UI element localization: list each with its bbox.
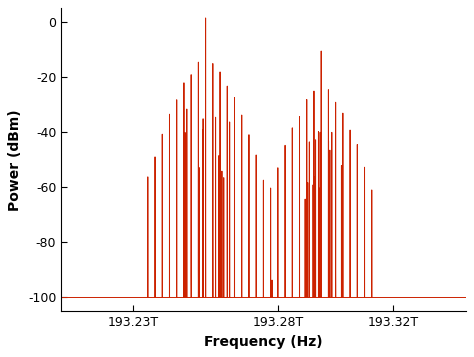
X-axis label: Frequency (Hz): Frequency (Hz) (204, 335, 323, 349)
Y-axis label: Power (dBm): Power (dBm) (9, 109, 22, 211)
